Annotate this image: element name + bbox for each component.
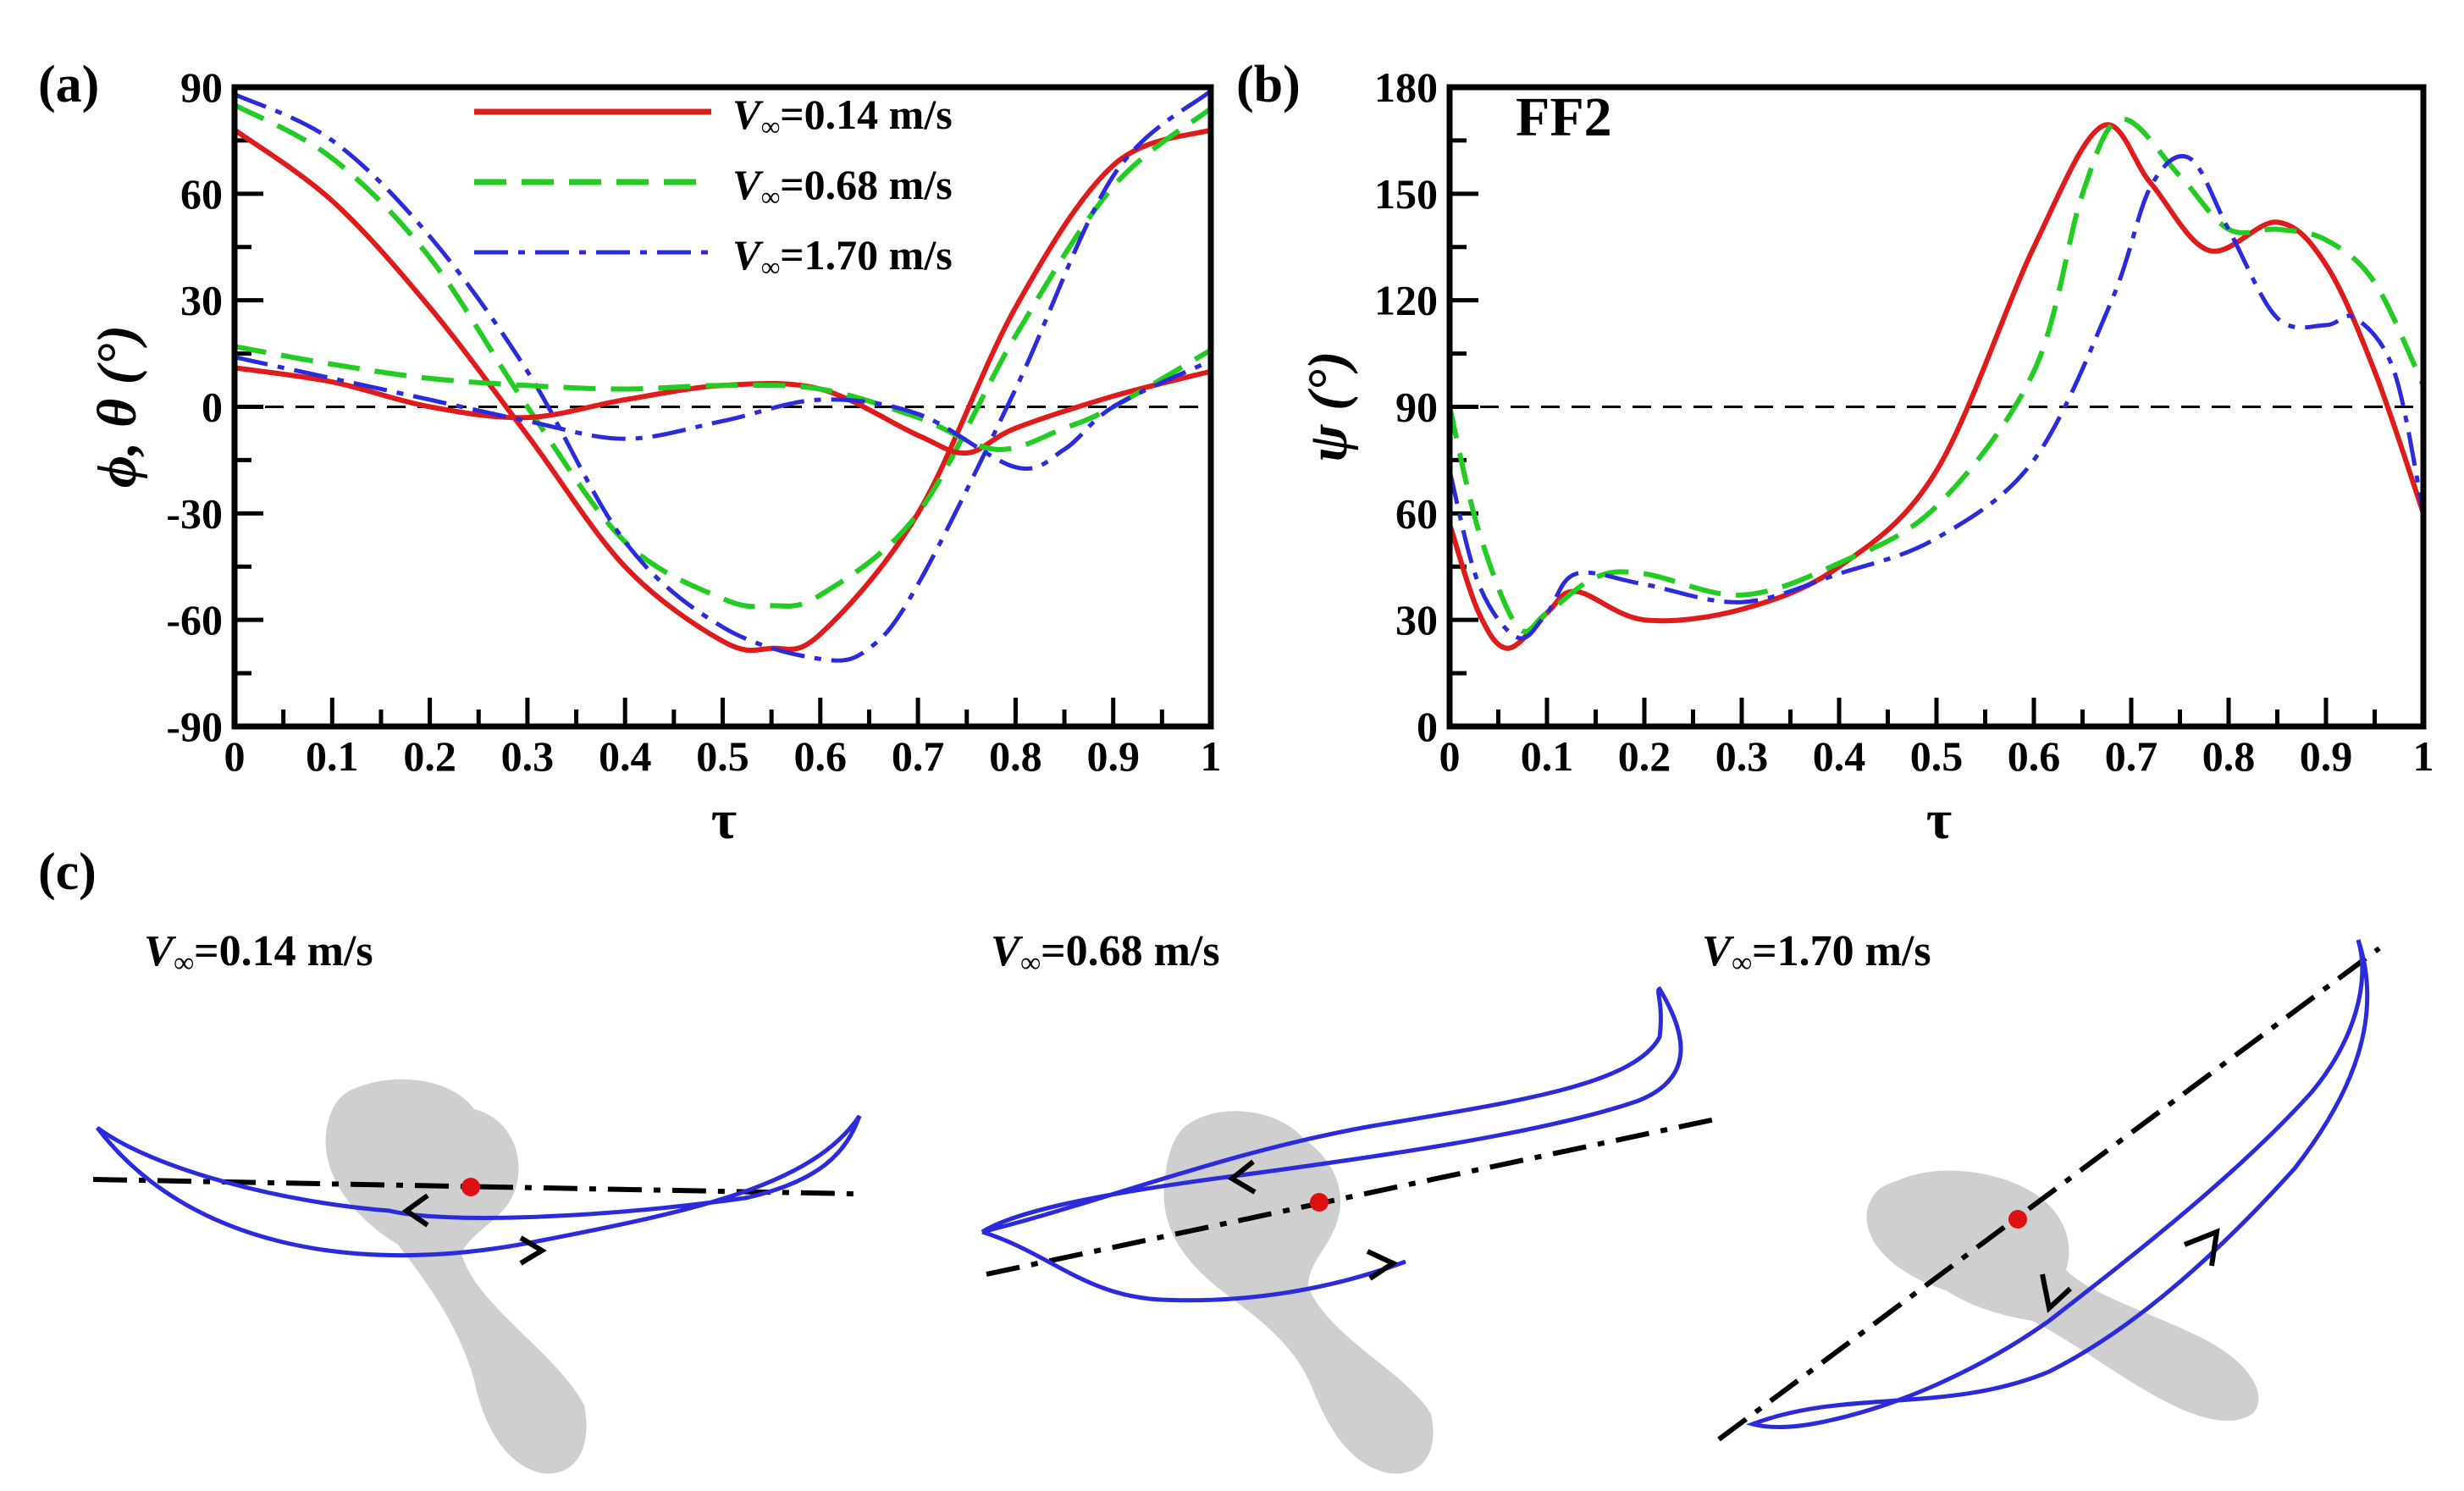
wingbeat-diagram-3: V∞=1.70 m/s [1702,927,2381,1442]
b-x-tick-label: 0.3 [1715,732,1769,780]
a-x-tick-label: 0.7 [892,732,945,780]
b-x-tick-label: 0.2 [1618,732,1671,780]
a-x-tick-label: 0.1 [306,732,359,780]
a-x-tick-label: 0.2 [403,732,456,780]
a-series-line-1 [233,127,1213,654]
a-x-tick-label: 0.9 [1086,732,1140,780]
a-series-line-6 [234,355,1213,471]
b-x-tick-label: 0.7 [2105,732,2158,780]
legend-entry-2: V∞=0.68 m/s [732,161,953,212]
arrowhead-downstroke-3 [2183,1228,2220,1267]
wingbeat-diagram-2: V∞=0.68 m/s [981,927,1724,1474]
stroke-plane-line-3 [1717,946,2381,1442]
b-x-tick-label: 0.4 [1813,732,1866,780]
a-y-tick-label: -60 [166,596,223,643]
panel-a: (a) -90 -60 -30 0 30 60 90 0 0.1 0.2 0.3 0.4 0.5 0.6… [38,56,1222,851]
b-y-tick-label: 150 [1374,170,1438,218]
b-y-tick-label: 180 [1374,64,1438,111]
b-x-tick-label: 0.1 [1521,732,1574,780]
a-series-line-5 [234,344,1213,452]
a-x-tick-label: 0.8 [989,732,1042,780]
b-x-tick-label: 1 [2413,732,2434,780]
panel-b-x-tick-labels: 0 0.1 0.2 0.3 0.4 0.5 0.6 0.7 0.8 0.9 1 [1439,732,2434,780]
arrowhead-downstroke-2 [1366,1249,1399,1281]
b-y-tick-label: 60 [1395,489,1438,537]
wingbeat-diagram-2-title: V∞=0.68 m/s [991,927,1220,979]
panel-b-series [1447,116,2426,651]
b-series-line-3 [1447,154,2426,641]
a-y-tick-label: -90 [166,703,223,750]
panel-a-y-axis-title: ϕ, θ (°) [86,325,148,488]
wingtip-trajectory-2 [981,986,1683,1303]
b-x-tick-label: 0.8 [2202,732,2256,780]
arrowhead-upstroke-1 [401,1193,429,1228]
wingtip-trajectory-1 [96,1114,862,1258]
panel-b-y-axis-title: ψ (°) [1297,351,1359,462]
a-y-tick-label: -30 [166,489,223,537]
wingbeat-diagram-3-title: V∞=1.70 m/s [1702,927,1931,979]
a-x-tick-label: 1 [1201,732,1222,780]
b-x-tick-label: 0.9 [2300,732,2353,780]
panel-b: (b) 0 30 60 90 120 150 180 0 0.1 0.2 0.3 0.4 0.5 0.6… [1236,56,2434,851]
a-series-line-2 [233,102,1213,610]
b-x-tick-label: 0.6 [2008,732,2061,780]
panel-b-label: (b) [1236,56,1301,113]
a-series-line-3 [233,89,1213,663]
panel-a-x-axis-title: τ [711,789,737,851]
panel-b-title: FF2 [1516,86,1612,148]
b-x-tick-label: 0 [1439,732,1461,780]
a-x-tick-label: 0.3 [501,732,555,780]
panel-b-y-tick-labels: 0 30 60 90 120 150 180 [1374,64,1438,750]
a-y-tick-label: 90 [180,64,223,111]
panel-c: (c) V∞=0.14 m/s V∞=0.68 m/s V∞=1.70 m/s [38,843,2381,1474]
legend-entry-1: V∞=0.14 m/s [732,91,953,141]
b-y-tick-label: 30 [1395,596,1438,643]
b-y-tick-label: 0 [1417,703,1438,750]
a-y-tick-label: 30 [180,277,223,324]
panel-a-y-tick-labels: -90 -60 -30 0 30 60 90 [166,64,223,750]
panel-b-x-axis-title: τ [1926,789,1952,851]
a-x-tick-label: 0 [224,732,246,780]
panel-c-label: (c) [38,843,97,901]
a-x-tick-label: 0.5 [696,732,749,780]
legend: V∞=0.14 m/s V∞=0.68 m/s V∞=1.70 m/s [474,91,953,282]
panel-a-label: (a) [38,56,99,113]
panel-a-frame [231,84,1214,730]
b-y-tick-label: 90 [1395,384,1438,431]
arrowhead-downstroke-1 [519,1235,547,1266]
panel-a-x-tick-labels: 0 0.1 0.2 0.3 0.4 0.5 0.6 0.7 0.8 0.9 1 [224,732,1222,780]
arrowhead-upstroke-3 [2040,1273,2073,1313]
wingbeat-diagram-1: V∞=0.14 m/s [92,927,862,1474]
b-series-line-1 [1447,122,2426,651]
wing-root-point-3 [2008,1210,2027,1229]
a-x-tick-label: 0.6 [794,732,848,780]
wing-root-point-1 [461,1178,480,1196]
panel-a-series [233,89,1213,663]
legend-entry-3: V∞=1.70 m/s [732,231,953,282]
a-y-tick-label: 60 [180,170,223,218]
wing-root-point-2 [1310,1193,1329,1212]
insect-body-silhouette-1 [325,1079,587,1474]
b-x-tick-label: 0.5 [1910,732,1964,780]
panel-b-frame [1446,84,2427,730]
stroke-plane-line-2 [986,1115,1724,1277]
a-x-tick-label: 0.4 [599,732,652,780]
wingbeat-diagram-1-title: V∞=0.14 m/s [144,927,373,979]
wingtip-trajectory-3 [1745,939,2370,1429]
arrowhead-upstroke-2 [1227,1159,1257,1195]
b-series-line-2 [1447,116,2426,634]
b-y-tick-label: 120 [1374,277,1438,324]
a-series-line-4 [234,365,1212,456]
a-y-tick-label: 0 [202,384,223,431]
